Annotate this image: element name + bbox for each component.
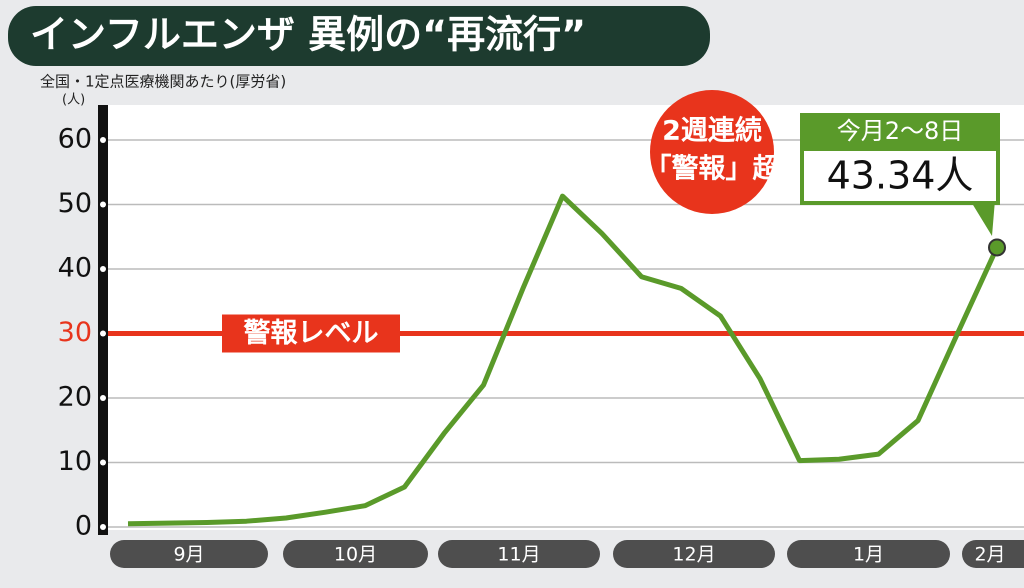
month-pill bbox=[283, 540, 428, 568]
y-tick-label: 0 bbox=[75, 511, 92, 542]
y-tick-label: 60 bbox=[58, 124, 92, 155]
y-tick-label: 50 bbox=[58, 188, 92, 219]
x-tick-label: 1月 bbox=[853, 544, 884, 566]
tick-mark bbox=[100, 137, 106, 143]
callout-header bbox=[800, 113, 1000, 149]
data-line bbox=[127, 193, 1000, 527]
data-label: 43.34人 bbox=[827, 154, 974, 198]
x-tick-label: 10月 bbox=[334, 544, 377, 566]
month-pill bbox=[438, 540, 600, 568]
y-tick-label: 20 bbox=[58, 382, 92, 413]
badge-text: 「警報」超 bbox=[645, 153, 781, 185]
title-banner bbox=[8, 6, 710, 66]
tick-mark bbox=[100, 395, 106, 401]
tick-mark bbox=[100, 201, 106, 208]
x-tick-label: 2月 bbox=[974, 544, 1005, 566]
callout-pointer bbox=[970, 200, 995, 236]
month-pill bbox=[787, 540, 950, 568]
callout-period: 今月2～8日 bbox=[837, 117, 964, 145]
subtitle: 全国・1定点医療機関あたり(厚労省) bbox=[40, 73, 286, 91]
tick-mark bbox=[100, 330, 106, 337]
callout-box bbox=[800, 147, 1000, 205]
chart-title: インフルエンザ 異例の“再流行” bbox=[30, 13, 586, 57]
x-tick-label: 9月 bbox=[173, 544, 204, 566]
y-unit: (人) bbox=[62, 93, 85, 108]
x-tick-label: 11月 bbox=[497, 544, 540, 566]
x-tick-label: 12月 bbox=[672, 544, 715, 566]
y-tick-label: 10 bbox=[58, 446, 92, 477]
badge-circle bbox=[650, 90, 774, 214]
tick-mark bbox=[100, 266, 106, 272]
y-tick-label: 40 bbox=[58, 253, 92, 284]
month-pill bbox=[110, 540, 268, 568]
tick-mark bbox=[100, 524, 106, 530]
y-tick-label: 30 bbox=[58, 317, 92, 348]
threshold-label-box bbox=[222, 314, 400, 353]
tick-mark bbox=[100, 459, 106, 466]
month-pill bbox=[613, 540, 775, 568]
y-axis bbox=[98, 105, 108, 535]
threshold-label: 警報レベル bbox=[244, 318, 379, 349]
month-pill bbox=[962, 540, 1024, 568]
data-point bbox=[988, 238, 1006, 257]
badge-text: 2週連続 bbox=[662, 116, 762, 147]
